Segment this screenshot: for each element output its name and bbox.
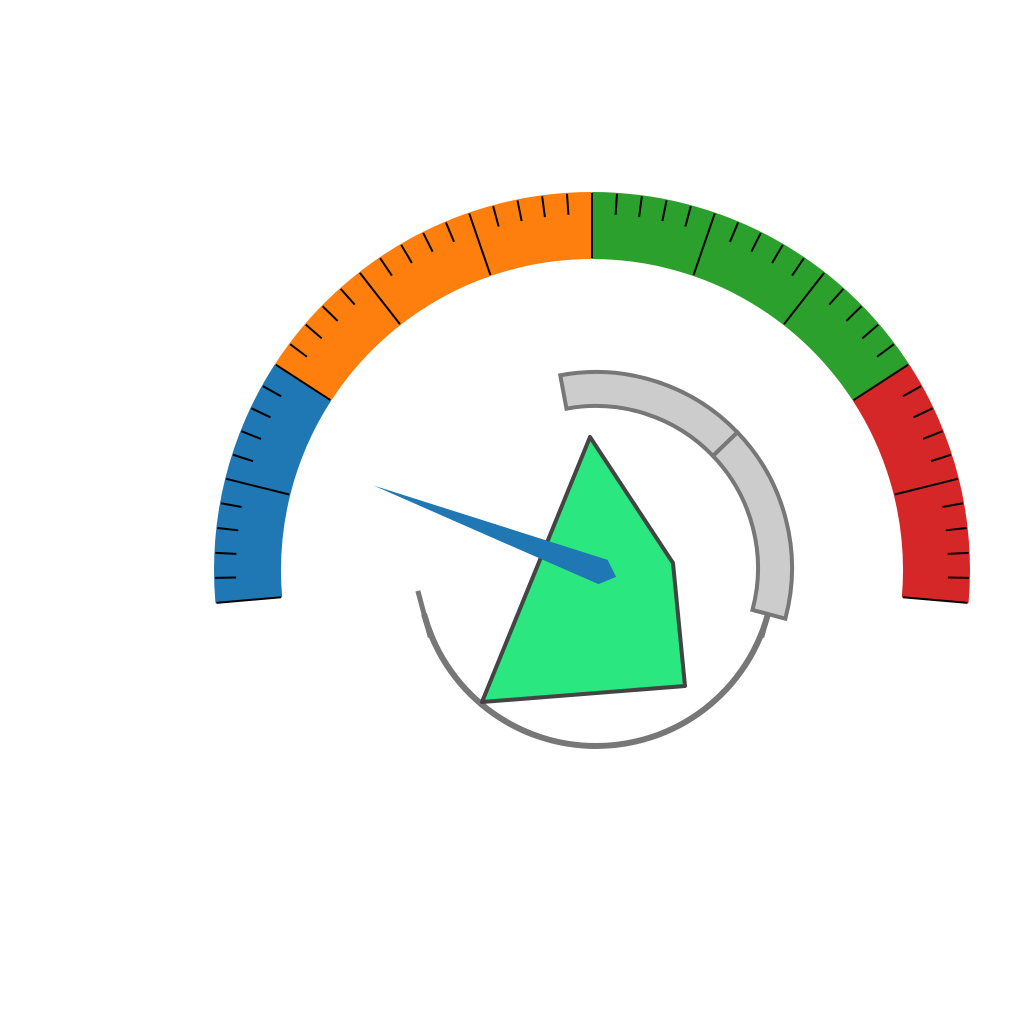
gauge-ticks xyxy=(215,193,969,604)
gauge-band-3 xyxy=(852,364,970,603)
inner-scale xyxy=(415,370,794,749)
minor-tick xyxy=(566,193,570,215)
minor-tick xyxy=(861,323,879,340)
major-tick xyxy=(225,477,290,496)
minor-tick xyxy=(492,205,500,227)
minor-tick xyxy=(516,200,523,222)
minor-tick xyxy=(771,244,784,264)
minor-tick xyxy=(262,385,282,398)
minor-tick xyxy=(930,453,952,463)
minor-tick xyxy=(661,200,668,222)
minor-tick xyxy=(750,232,762,253)
minor-tick xyxy=(251,407,271,419)
minor-tick xyxy=(902,385,922,398)
gauge-bands xyxy=(213,191,970,603)
major-tick xyxy=(468,213,492,276)
minor-tick xyxy=(729,222,740,243)
minor-tick xyxy=(220,502,242,508)
minor-tick xyxy=(876,343,895,358)
minor-tick xyxy=(638,196,643,218)
minor-tick xyxy=(289,343,308,358)
major-tick xyxy=(894,477,959,496)
major-tick xyxy=(692,213,716,276)
minor-tick xyxy=(444,222,455,243)
minor-tick xyxy=(913,407,933,419)
major-tick xyxy=(359,272,401,325)
inner-scale-cap-0 xyxy=(415,590,433,638)
minor-tick xyxy=(614,193,618,215)
minor-tick xyxy=(422,232,434,253)
minor-tick xyxy=(828,288,845,306)
minor-tick xyxy=(400,244,413,264)
major-tick xyxy=(216,596,282,604)
minor-tick xyxy=(791,257,805,277)
minor-tick xyxy=(241,430,262,440)
major-tick xyxy=(275,363,331,401)
minor-tick xyxy=(339,288,356,306)
minor-tick xyxy=(922,430,943,440)
minor-tick xyxy=(942,502,964,508)
major-tick xyxy=(853,363,909,401)
minor-tick xyxy=(305,323,323,340)
gauge-band-1 xyxy=(274,191,592,401)
minor-tick xyxy=(684,205,692,227)
major-tick xyxy=(902,596,968,604)
minor-tick xyxy=(232,453,254,463)
minor-tick xyxy=(217,526,239,532)
gauge-band-0 xyxy=(213,364,332,603)
minor-tick xyxy=(947,551,969,555)
minor-tick xyxy=(945,526,967,532)
minor-tick xyxy=(379,257,393,277)
minor-tick xyxy=(845,305,863,322)
major-tick xyxy=(783,272,825,325)
minor-tick xyxy=(215,551,237,555)
inner-scale-segment-1 xyxy=(710,429,794,622)
gauge-band-2 xyxy=(592,192,910,401)
minor-tick xyxy=(321,305,339,322)
inner-scale-arc xyxy=(421,613,771,749)
gauge-needle xyxy=(373,485,617,585)
minor-tick xyxy=(541,196,546,218)
